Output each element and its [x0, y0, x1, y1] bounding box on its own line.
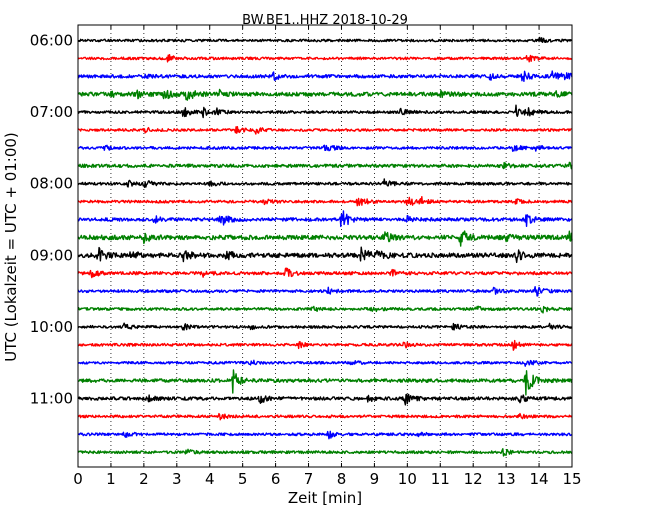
- trace-line: [77, 88, 573, 101]
- trace-line: [77, 322, 573, 331]
- trace-line: [77, 267, 573, 279]
- trace-line: [77, 36, 573, 44]
- trace-line: [77, 393, 573, 406]
- trace-line: [77, 126, 573, 135]
- x-axis: 0 1 2 3 4 5 6 7 8 9 10 11 12 13 14 15: [73, 25, 582, 488]
- y-tick-label: 06:00: [30, 32, 73, 50]
- minute-grid: [110, 25, 540, 467]
- trace-line: [77, 359, 573, 367]
- trace-lines: [77, 36, 573, 457]
- x-tick-label: 9: [370, 470, 380, 488]
- trace-line: [77, 196, 573, 207]
- x-tick-label: 5: [238, 470, 248, 488]
- trace-line: [77, 448, 573, 457]
- x-tick-label: 3: [172, 470, 182, 488]
- y-tick-label: 10:00: [30, 318, 73, 336]
- trace-line: [77, 210, 573, 228]
- trace-line: [77, 104, 573, 119]
- x-tick-label: 15: [562, 470, 581, 488]
- chart-title: BW.BE1..HHZ 2018-10-29: [242, 13, 408, 28]
- x-tick-label: 11: [431, 470, 450, 488]
- y-tick-label: 11:00: [30, 390, 73, 408]
- x-tick-label: 4: [205, 470, 215, 488]
- trace-line: [77, 339, 573, 351]
- trace-line: [77, 54, 573, 63]
- trace-line: [77, 70, 573, 83]
- trace-line: [77, 305, 573, 314]
- y-tick-label: 07:00: [30, 103, 73, 121]
- y-tick-label: 09:00: [30, 246, 73, 264]
- x-tick-label: 7: [304, 470, 314, 488]
- trace-line: [77, 412, 573, 421]
- trace-line: [77, 230, 573, 247]
- x-tick-label: 8: [337, 470, 347, 488]
- x-tick-label: 12: [464, 470, 483, 488]
- x-tick-label: 10: [398, 470, 417, 488]
- x-tick-label: 13: [497, 470, 516, 488]
- trace-line: [77, 369, 573, 396]
- trace-line: [77, 144, 573, 152]
- x-axis-label: Zeit [min]: [288, 489, 362, 507]
- x-tick-label: 6: [271, 470, 281, 488]
- trace-line: [77, 161, 573, 170]
- y-tick-label: 08:00: [30, 175, 73, 193]
- x-tick-label: 1: [106, 470, 116, 488]
- trace-line: [77, 286, 573, 297]
- y-axis: 06:00 07:00 08:00 09:00 10:00 11:00: [30, 32, 572, 408]
- trace-line: [77, 178, 573, 188]
- plot-frame: [77, 24, 573, 468]
- x-tick-label: 0: [73, 470, 83, 488]
- trace-line: [77, 246, 573, 264]
- y-axis-label: UTC (Lokalzeit = UTC + 01:00): [2, 132, 20, 362]
- x-tick-label: 2: [139, 470, 149, 488]
- trace-line: [77, 430, 573, 440]
- x-tick-label: 14: [530, 470, 549, 488]
